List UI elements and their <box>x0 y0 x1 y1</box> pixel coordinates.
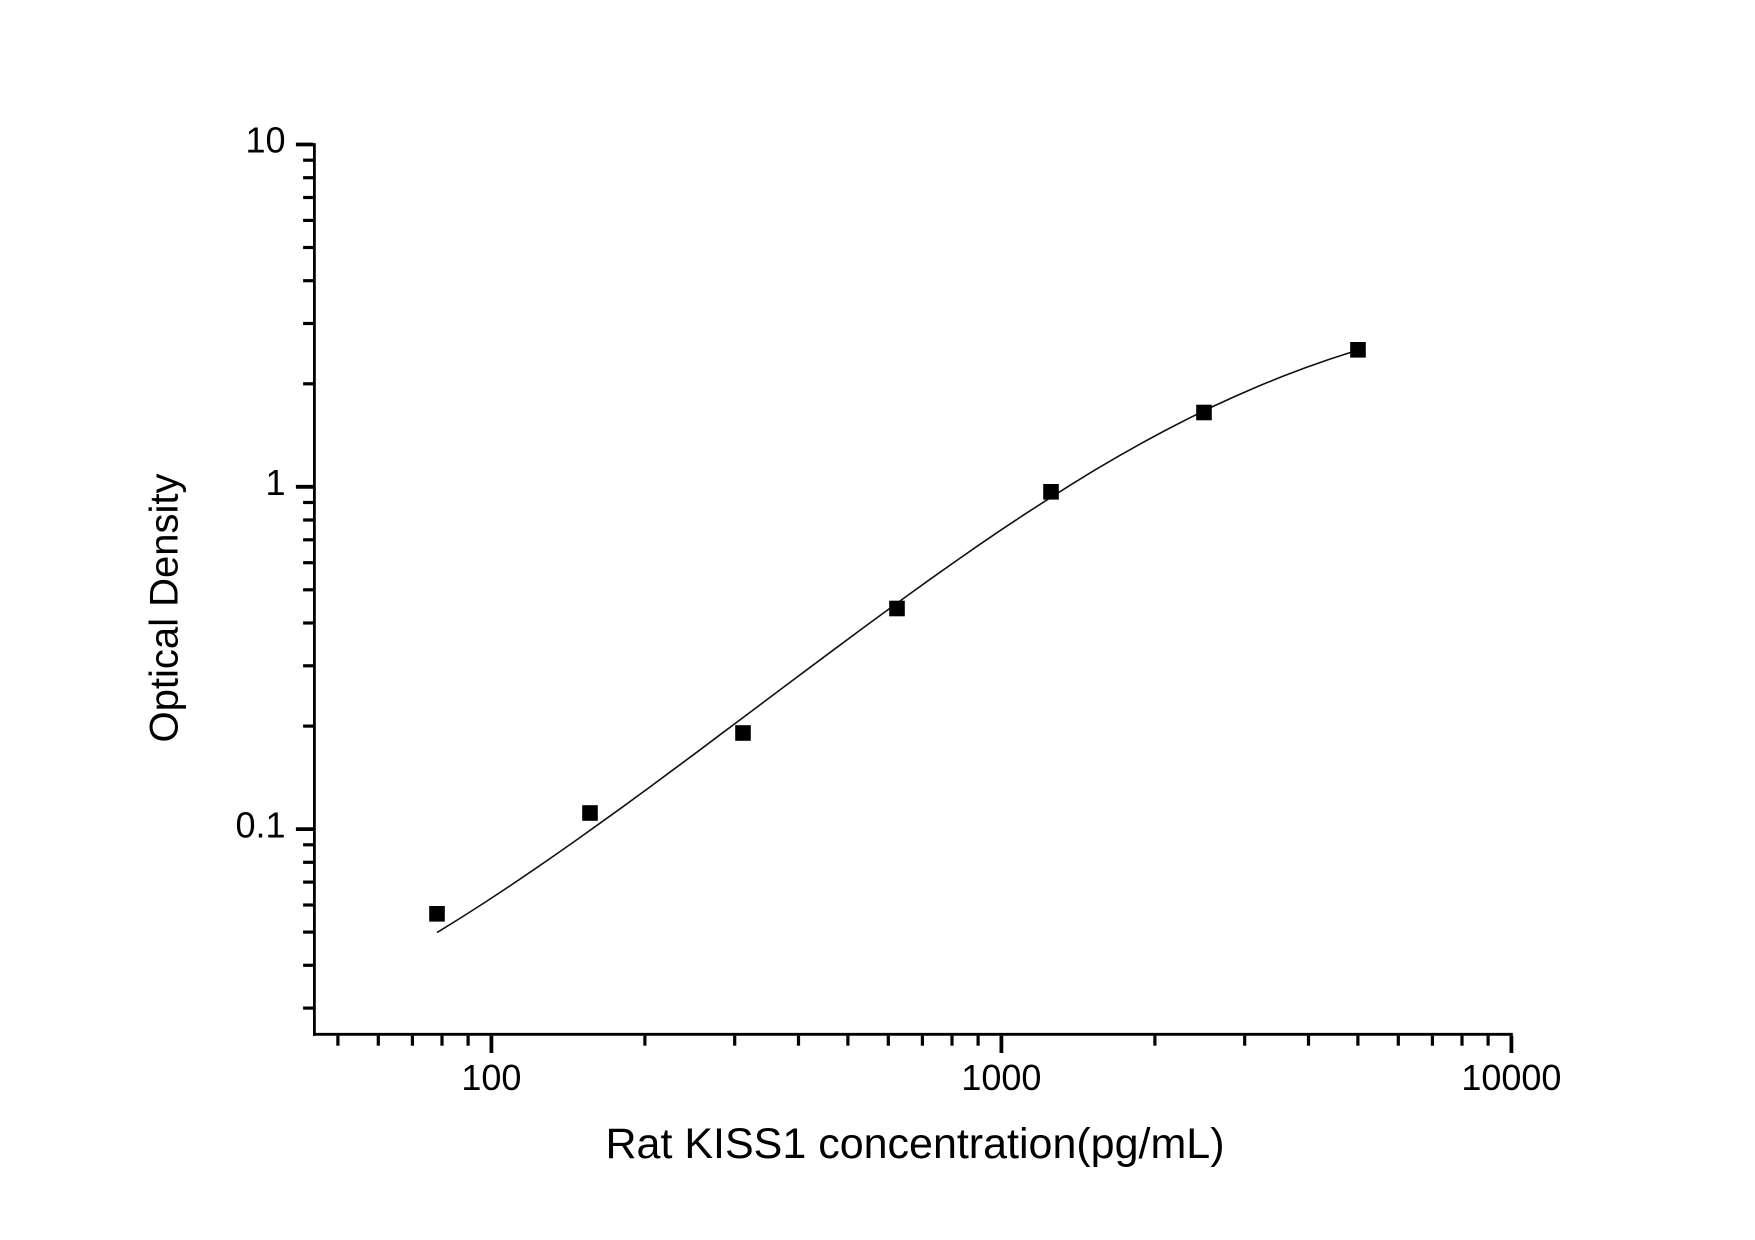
svg-text:Optical Density: Optical Density <box>143 474 187 743</box>
svg-text:100: 100 <box>461 1057 521 1098</box>
svg-text:0.1: 0.1 <box>235 804 285 845</box>
svg-text:10: 10 <box>245 120 285 161</box>
svg-text:Rat KISS1 concentration(pg/mL): Rat KISS1 concentration(pg/mL) <box>605 1120 1224 1168</box>
svg-text:1: 1 <box>265 462 285 503</box>
svg-text:10000: 10000 <box>1461 1057 1561 1098</box>
svg-text:1000: 1000 <box>961 1057 1041 1098</box>
